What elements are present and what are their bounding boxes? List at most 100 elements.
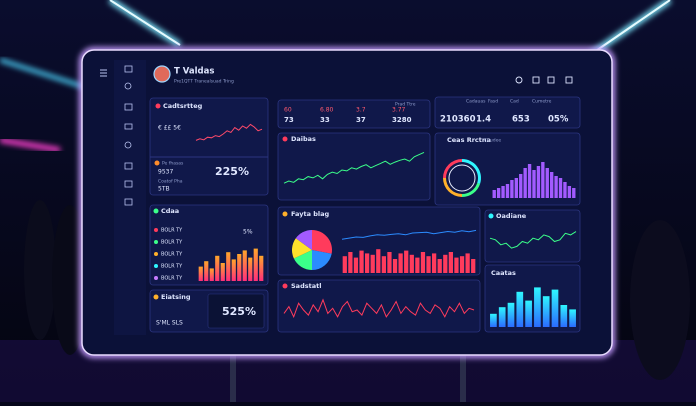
bar [248, 257, 253, 281]
bar [492, 190, 496, 198]
header-subtitle: Pre1QTT Tranealsuad Tring [174, 79, 234, 85]
sidebar [100, 60, 146, 335]
donut-slice [462, 159, 481, 184]
card-title: Fayta blag [291, 210, 330, 218]
card [484, 209, 581, 263]
header: T Valdas Pre1QTT Tranealsuad Tring [153, 65, 573, 85]
dot [488, 213, 494, 219]
line [341, 229, 477, 240]
dot [153, 294, 159, 300]
bar [237, 254, 242, 281]
line [283, 151, 425, 184]
donut-slice [462, 182, 481, 197]
bar [519, 174, 523, 198]
stat-value: 37 [356, 116, 366, 124]
card [277, 279, 481, 333]
bar [242, 250, 247, 281]
bar [498, 307, 506, 327]
bar [432, 253, 437, 273]
bar [415, 257, 420, 273]
stat-value: 60 [284, 107, 292, 114]
list-item: BOLR TY [161, 240, 183, 246]
stat-value: 73 [284, 116, 294, 124]
bar [259, 255, 264, 281]
card [434, 96, 581, 129]
bar [220, 263, 225, 281]
bar [387, 252, 392, 273]
bar [370, 254, 375, 273]
bar [437, 259, 442, 273]
bar [560, 305, 568, 327]
bar [376, 249, 381, 273]
bar [465, 253, 470, 273]
avatar [153, 65, 171, 83]
list-dot [154, 240, 158, 244]
stat-value: 3280 [392, 116, 412, 124]
bar [454, 257, 459, 273]
bar [501, 186, 505, 198]
sidebar-bg [114, 60, 146, 335]
bar [514, 178, 518, 198]
value-box [207, 293, 265, 329]
stat-label: Cadauas [466, 99, 486, 105]
dot [282, 136, 288, 142]
dot [155, 103, 161, 109]
header-title: T Valdas [174, 67, 214, 77]
bar [448, 252, 453, 273]
bar [516, 291, 524, 327]
card [277, 99, 431, 129]
list-dot [154, 264, 158, 268]
bar [443, 254, 448, 273]
bar [198, 266, 203, 281]
line [195, 123, 263, 141]
bar [525, 300, 532, 327]
list-item: BOLR TY [161, 276, 183, 282]
dot [282, 283, 288, 289]
card-title: Cdaa [161, 207, 179, 215]
pie-slice [312, 250, 332, 270]
pie-slice [293, 250, 312, 270]
donut-slice [443, 159, 462, 178]
bar [231, 259, 236, 281]
bar [563, 182, 567, 198]
bar [459, 256, 465, 273]
dot [154, 160, 160, 166]
list-item: BOLR TY [161, 264, 183, 270]
bar [353, 257, 359, 273]
bar [398, 253, 403, 273]
stat-value: 1.4 [476, 115, 491, 125]
bar [209, 268, 214, 281]
card-row: 5TB [158, 186, 170, 193]
list-item: BOLR TY [161, 252, 183, 258]
bar [558, 178, 563, 198]
card-row: € ££ 5€ [158, 125, 181, 132]
bar [215, 255, 220, 281]
stat-value: 210360 [440, 115, 476, 125]
card-title: Ceas Rrctna [447, 136, 491, 144]
card-row: S'ML SLS [156, 320, 183, 327]
stat-label: Cad [510, 99, 519, 105]
pie-slice [295, 230, 312, 250]
bar [554, 176, 558, 198]
dot [153, 208, 159, 214]
bar [523, 168, 527, 198]
bar [381, 256, 386, 273]
bar [527, 164, 532, 198]
bar [204, 261, 209, 281]
stat-value: 653 [512, 115, 530, 125]
list-item: BOLR TY [161, 228, 183, 234]
bar [572, 188, 576, 198]
bar [505, 184, 510, 198]
stat-label: Fasd [488, 99, 498, 105]
bar [507, 302, 515, 327]
big-value: 225% [215, 165, 249, 178]
bar [226, 252, 231, 281]
bar [542, 296, 550, 327]
stat-value: 3.7 [356, 107, 366, 114]
card-title: Pe fhasas [162, 161, 184, 167]
card-row: 9537 [158, 169, 173, 176]
stat-value: 6.80 [320, 107, 334, 114]
card-title: Eiatsing [161, 293, 191, 301]
list-dot [154, 228, 158, 232]
